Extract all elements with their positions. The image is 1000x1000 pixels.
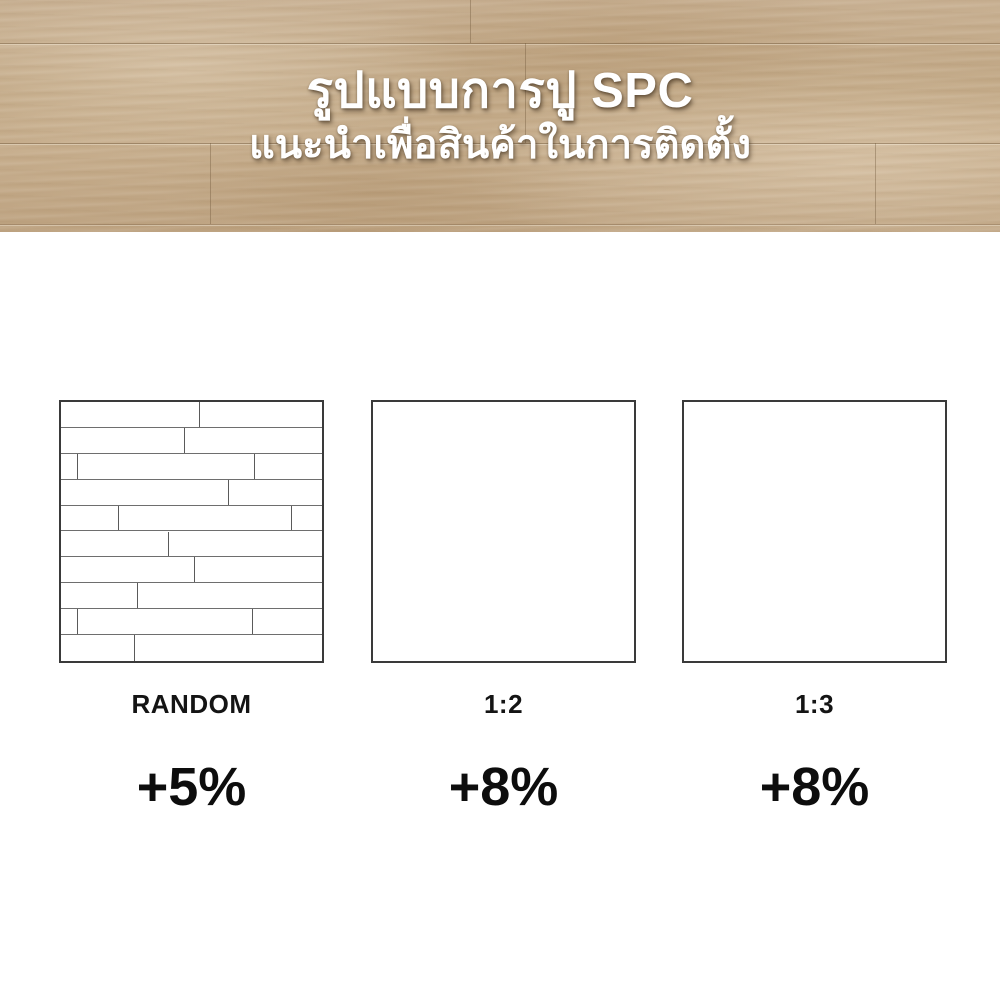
page-title: รูปแบบการปู SPC (306, 63, 694, 118)
plank-joint (168, 531, 169, 557)
pattern-card-random: RANDOM +5% (58, 400, 325, 818)
plank-joint (134, 635, 136, 661)
plank-row (61, 453, 322, 480)
pattern-diagram-1-3 (682, 400, 947, 663)
hero-banner: รูปแบบการปู SPC แนะนำเพื่อสินค้าในการติด… (0, 0, 1000, 232)
wood-plank-seam-vertical (470, 0, 471, 43)
pattern-waste-percent-1-2: +8% (448, 757, 559, 817)
wood-plank-seam-horizontal (0, 43, 1000, 44)
plank-row (61, 583, 322, 610)
plank-row (61, 531, 322, 558)
plank-joint (254, 453, 256, 479)
wood-plank-seam-vertical (210, 143, 211, 224)
pattern-label-random: RANDOM (131, 689, 252, 719)
plank-joint (76, 609, 78, 635)
plank-joint (76, 453, 78, 479)
plank-row (61, 479, 322, 506)
pattern-waste-percent-1-3: +8% (759, 757, 870, 817)
plank-row (61, 427, 322, 454)
wood-plank-seam-vertical (875, 143, 876, 224)
pattern-diagram-random (59, 400, 324, 663)
plank-row (61, 505, 322, 532)
wood-texture-background (0, 0, 1000, 232)
plank-joint (183, 427, 185, 453)
pattern-waste-percent-random: +5% (136, 757, 247, 817)
plank-joint (290, 505, 292, 531)
hero-text-block: รูปแบบการปู SPC แนะนำเพื่อสินค้าในการติด… (0, 0, 1000, 232)
wood-plank-seam-horizontal (0, 224, 1000, 225)
plank-joint (136, 583, 138, 609)
wood-plank-seam-horizontal (0, 143, 1000, 144)
pattern-label-1-2: 1:2 (483, 689, 524, 719)
plank-joint (194, 557, 196, 583)
pattern-comparison-section: RANDOM +5% 1:2 +8% 1:3 +8% (0, 232, 1000, 1000)
page-subtitle: แนะนำเพื่อสินค้าในการติดตั้ง (249, 122, 751, 167)
pattern-card-1-3: 1:3 +8% (681, 400, 948, 818)
plank-row (61, 402, 322, 428)
plank-row (61, 609, 322, 636)
plank-joint (228, 479, 230, 505)
plank-row (61, 635, 322, 661)
plank-joint (251, 609, 253, 635)
wood-plank-seam-vertical (525, 43, 526, 143)
plank-row (61, 557, 322, 584)
pattern-card-1-2: 1:2 +8% (370, 400, 637, 818)
pattern-label-1-3: 1:3 (794, 689, 835, 719)
pattern-diagram-1-2 (371, 400, 636, 663)
plank-joint (118, 505, 120, 531)
plank-joint (199, 402, 201, 427)
